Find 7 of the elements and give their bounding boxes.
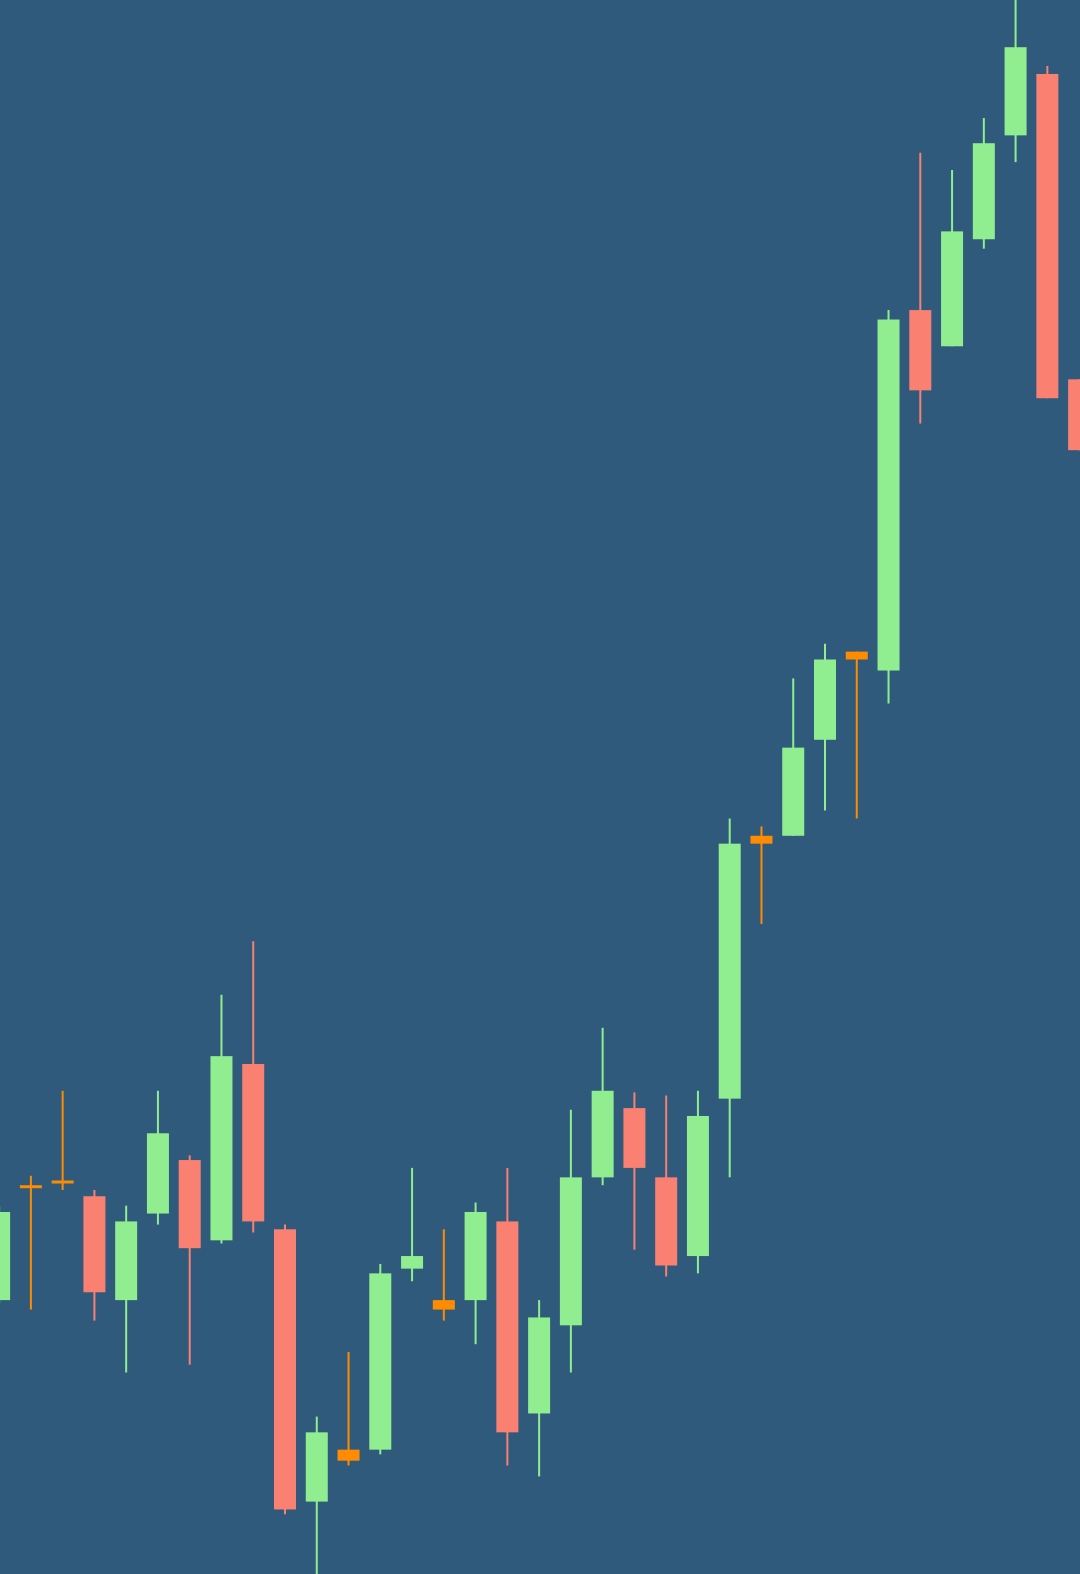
candlestick	[401, 1166, 424, 1283]
candlestick	[337, 1351, 360, 1467]
candlestick	[432, 1228, 455, 1322]
candlestick	[19, 1174, 42, 1311]
candlestick	[51, 1089, 74, 1191]
candlestick	[750, 825, 773, 925]
candlestick	[845, 650, 868, 820]
